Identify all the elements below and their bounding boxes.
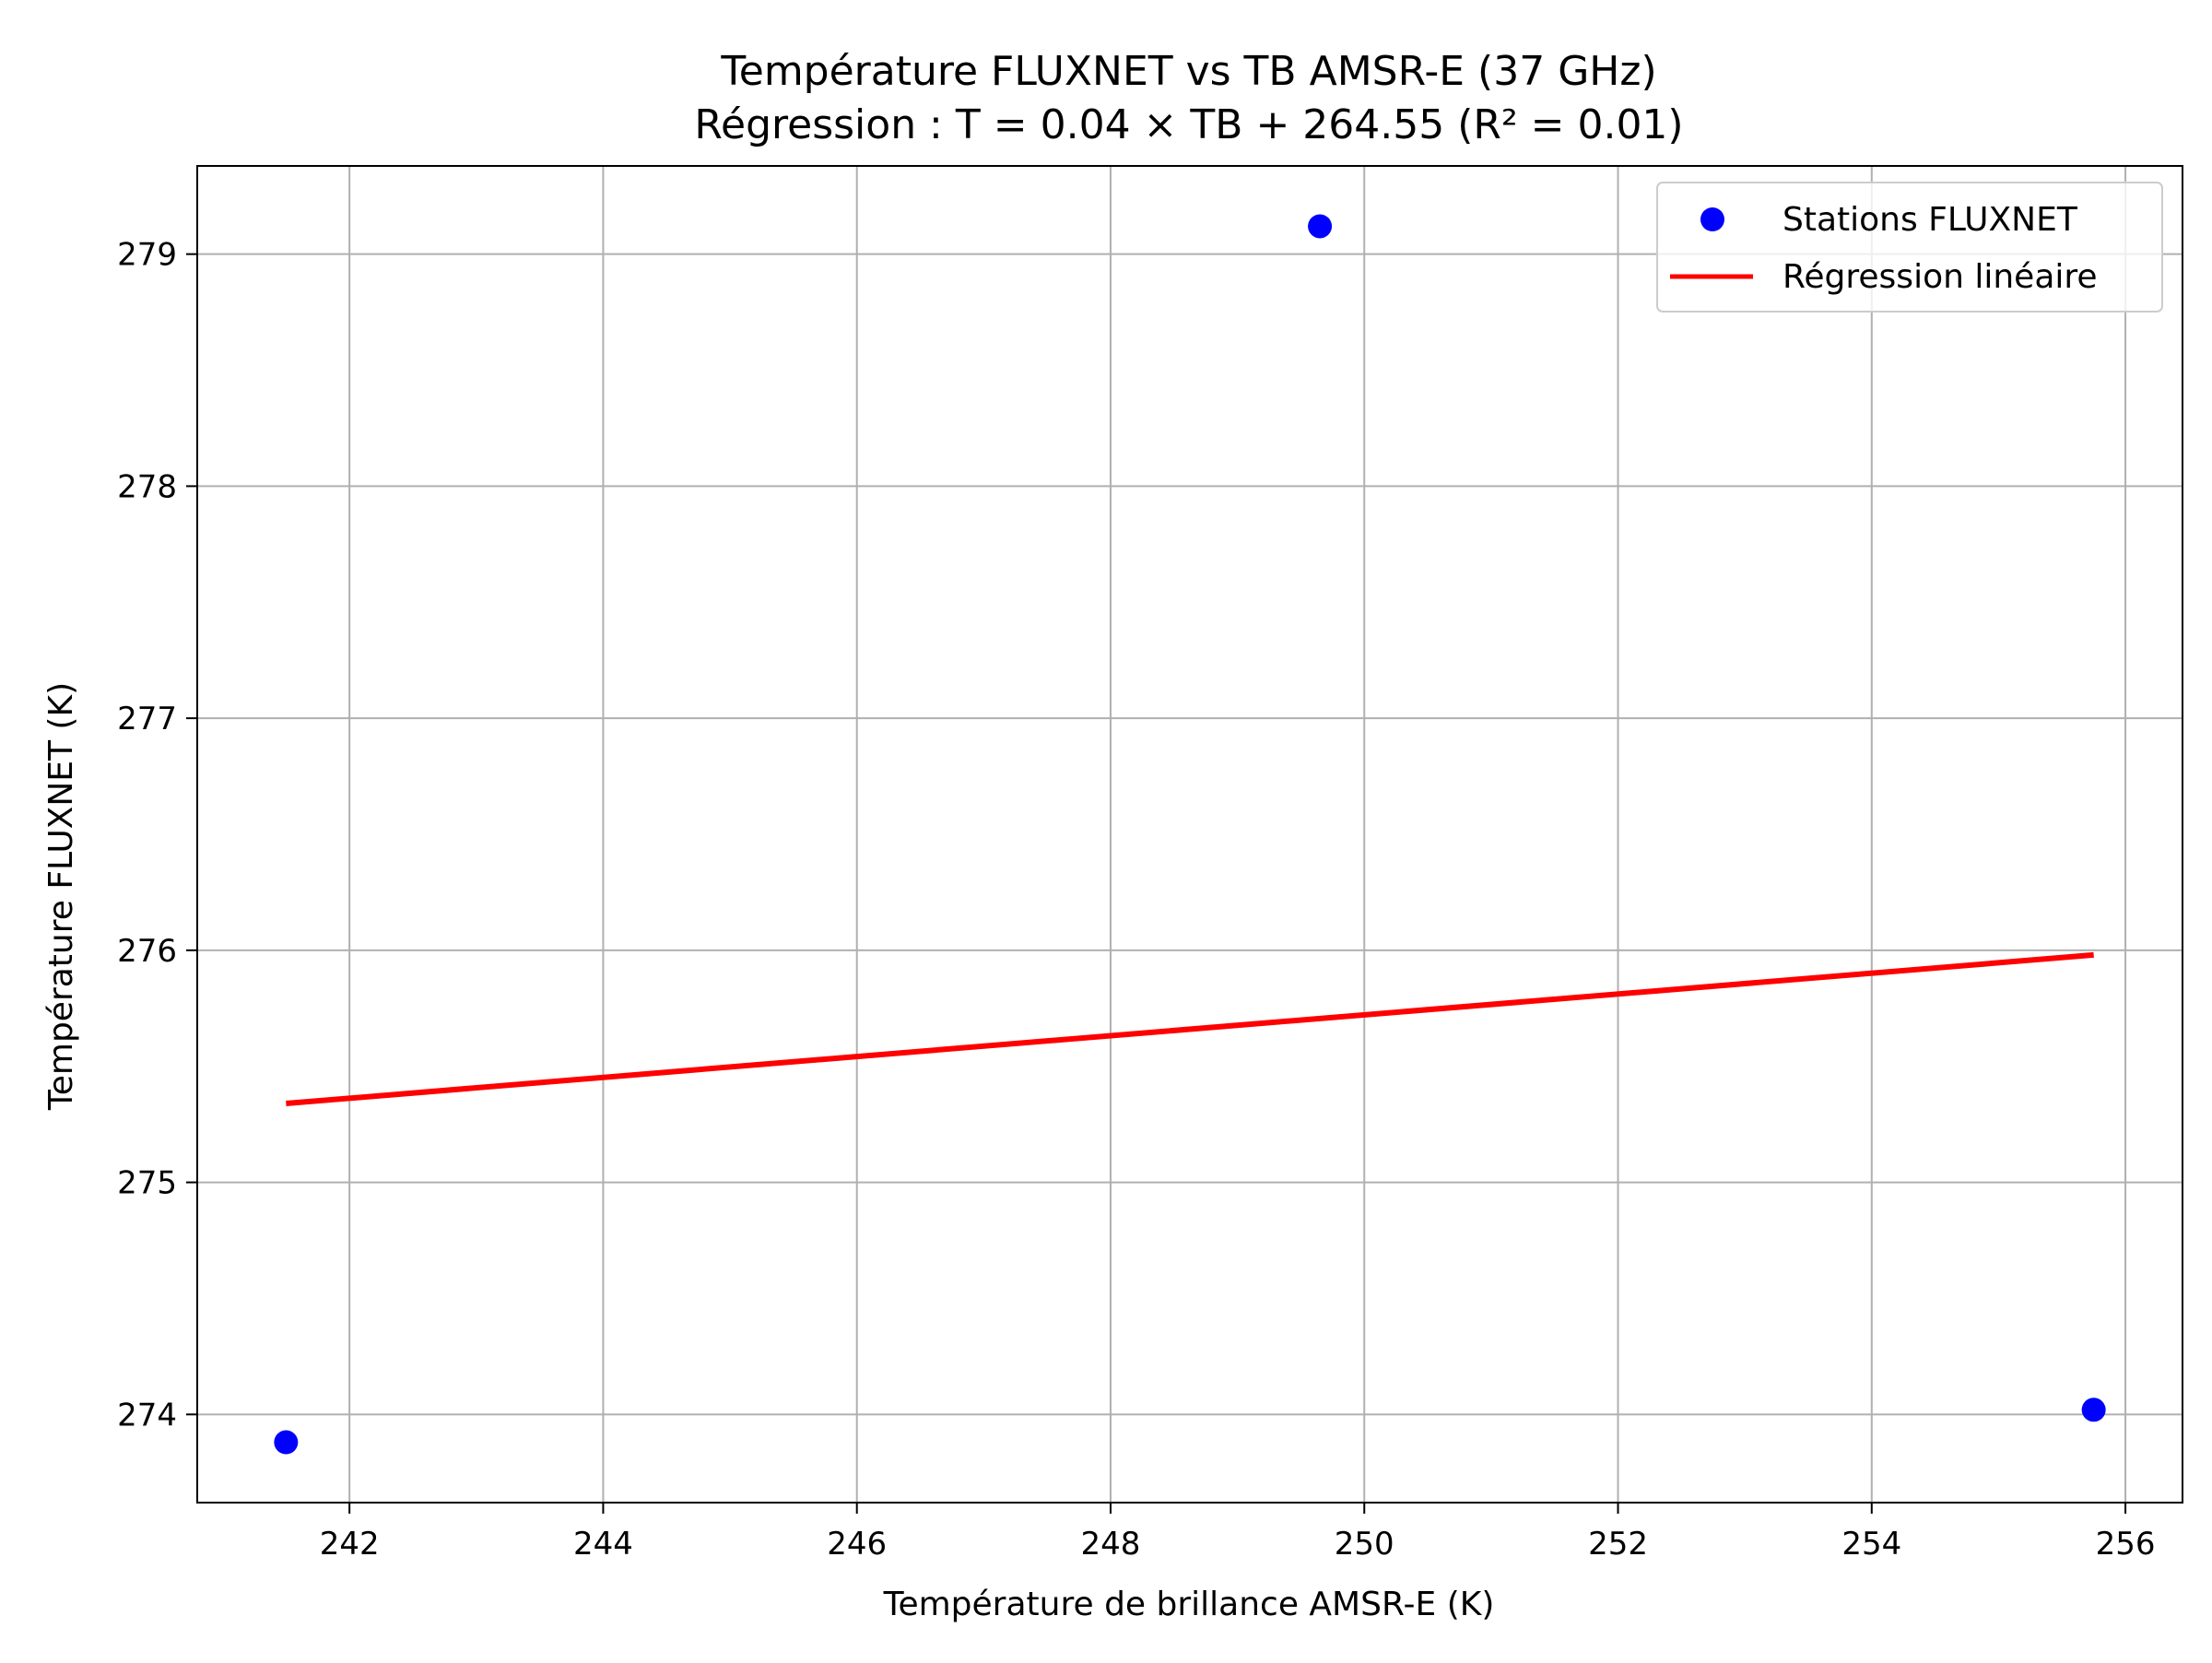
x-tick-label: 252 (1588, 1526, 1648, 1563)
y-tick-label: 279 (117, 237, 177, 274)
legend-label-regression: Régression linéaire (1783, 258, 2098, 296)
x-tick-label: 244 (573, 1526, 633, 1563)
y-tick-label: 278 (117, 468, 177, 505)
scatter-point (2081, 1398, 2106, 1422)
axes-frame (196, 165, 2183, 1504)
y-tick-label: 275 (117, 1165, 177, 1202)
axis-ticks: 242 244 246 248 250 252 254 256 274 275 276 277 278 2… (117, 237, 2155, 1563)
y-tick-label: 277 (117, 701, 177, 737)
scatter-point (1308, 214, 1333, 239)
series-layer (274, 214, 2106, 1455)
x-tick-label: 254 (1841, 1526, 1901, 1563)
grid-lines (197, 166, 2183, 1503)
x-tick-label: 256 (2096, 1526, 2156, 1563)
legend: Stations FLUXNET Régression linéaire (1656, 182, 2163, 313)
x-tick-label: 246 (827, 1526, 887, 1563)
x-tick-label: 242 (320, 1526, 380, 1563)
x-axis-title: Température de brillance AMSR-E (K) (883, 1586, 1495, 1623)
scatter-point (274, 1430, 299, 1455)
chart-title: Température FLUXNET vs TB AMSR-E (37 GHz… (720, 48, 1656, 95)
legend-marker-stations (1700, 207, 1724, 231)
y-axis-title: Température FLUXNET (K) (42, 682, 80, 1111)
x-tick-label: 248 (1081, 1526, 1141, 1563)
legend-label-stations: Stations FLUXNET (1783, 201, 2078, 239)
y-tick-label: 274 (117, 1397, 177, 1433)
x-tick-label: 250 (1335, 1526, 1394, 1563)
legend-box (1656, 182, 2163, 313)
regression-line (286, 951, 2094, 1107)
y-tick-label: 276 (117, 933, 177, 970)
chart-subtitle: Régression : T = 0.04 × TB + 264.55 (R² … (694, 101, 1683, 148)
